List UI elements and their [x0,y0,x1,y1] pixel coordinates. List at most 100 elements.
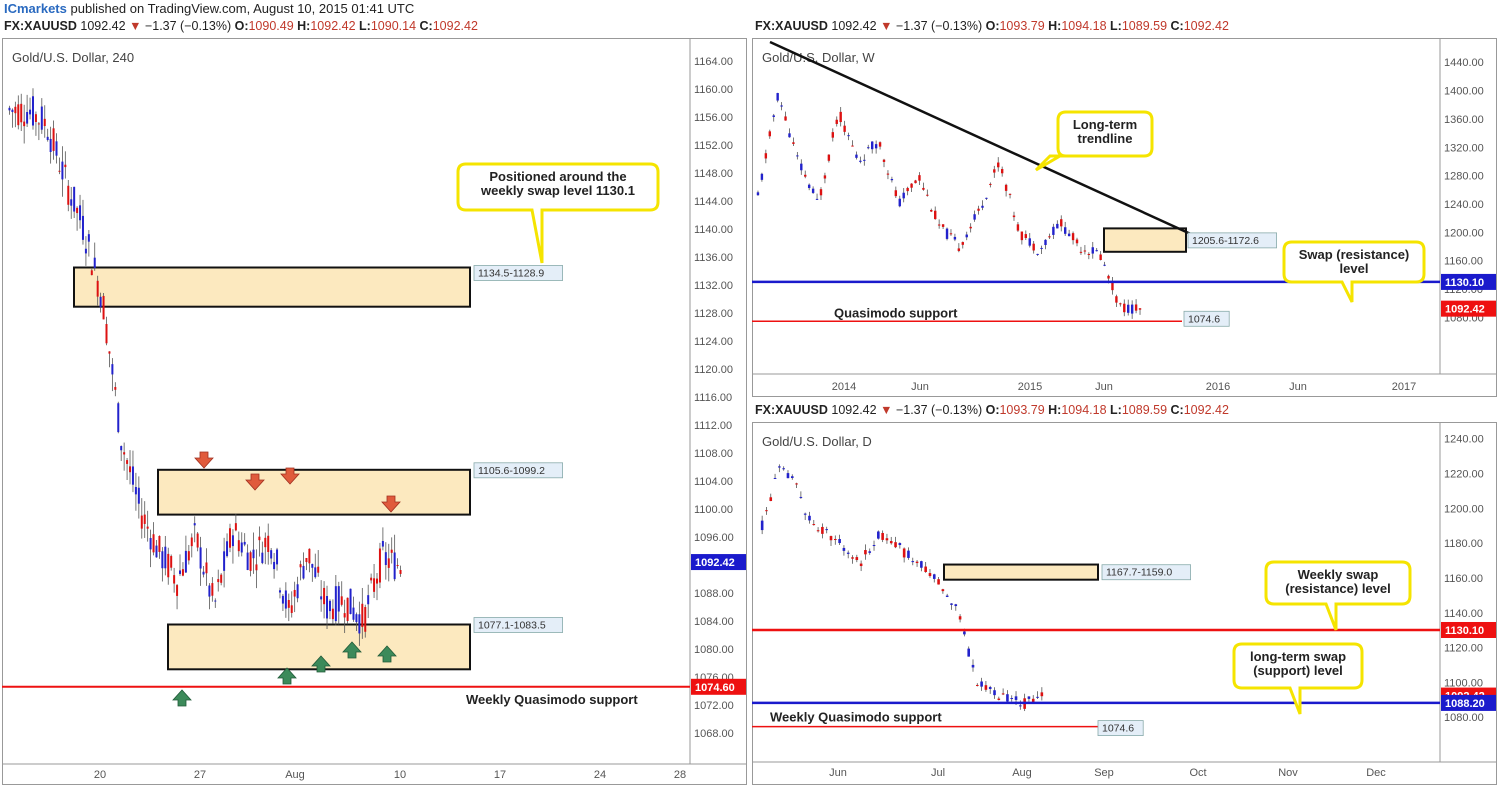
candle-body [760,520,764,531]
candle-body [977,208,980,211]
candle-body [1083,250,1087,252]
zones [1103,227,1187,253]
change: −1.37 (−0.13%) [895,19,983,33]
candle-body [1052,226,1055,235]
candle-body [894,190,898,197]
candle-body [898,198,901,207]
down-arrow [245,473,265,491]
candle-body [819,189,823,196]
candle-body [847,135,850,137]
low-value: 1089.59 [1121,403,1168,417]
x-tick-label: 2016 [1206,381,1230,393]
candle-body [1010,698,1014,700]
y-tick-label: 1180.00 [1444,538,1483,550]
candle-body [231,535,234,547]
price-tag-bg [1441,621,1496,638]
change: −1.37 (−0.13%) [144,19,232,33]
candle-body [851,145,854,147]
candle-body [941,589,945,592]
candle-body [173,575,176,584]
candle-body [93,257,96,269]
zone-tag-text: 1077.1-1083.5 [478,620,546,632]
candle-body [120,446,123,451]
candle-body [1130,304,1134,314]
candle-body [804,174,807,177]
candle-body [821,526,824,534]
candle-body [117,403,120,433]
candle-body [146,526,149,529]
up-arrow [277,667,297,685]
y-tick-label: 1400.00 [1444,86,1484,98]
candle-body [859,160,862,162]
candle-body [1008,193,1012,195]
zone-tag-text: 1167.7-1159.0 [1106,567,1172,579]
high-value: 1094.18 [1061,403,1107,417]
candle-body [170,556,173,568]
candle-body [284,590,287,609]
candle-body [287,599,290,608]
x-tick-label: Jun [911,381,929,393]
candle-body [815,198,819,200]
candle-body [878,142,882,147]
candle-body [199,547,202,569]
chart-frame [752,38,1497,397]
y-tick-label: 1068.00 [694,728,734,740]
candle-body [1115,296,1118,303]
last-price: 1092.42 [80,19,126,33]
price-tag-text: 1092.42 [1445,304,1485,316]
candle-body [870,141,874,150]
candle-body [131,466,134,485]
candle-body [370,577,373,581]
candle-body [934,210,937,220]
brand-link[interactable]: ICmarkets [4,1,67,16]
candle-body [997,162,1000,168]
candle-body [894,542,897,548]
candle-body [1056,223,1059,229]
chart-h4[interactable]: Gold/U.S. Dollar, 240 1164.00 1160.00 1156… [2,38,750,786]
candle-body [37,123,40,125]
close-value: 1092.42 [1183,19,1229,33]
y-tick-label: 1140.00 [1444,608,1483,620]
candle-body [928,573,932,576]
candle-body [296,584,299,599]
candle-body [373,578,376,592]
candle-body [786,473,790,479]
chart-weekly[interactable]: Gold/U.S. Dollar, W 1440.00 1400.00 1360.0… [752,38,1500,400]
candle-body [364,607,367,632]
chart-daily[interactable]: Gold/U.S. Dollar, D 1240.00 1220.00 1200.0… [752,422,1500,786]
zone-tag-bg [1183,310,1230,327]
chart-frame [2,38,747,785]
callout-bubble [1232,642,1364,715]
candle-body [158,536,161,552]
publish-header: ICmarkets published on TradingView.com, … [4,1,414,16]
candle-body [864,550,867,555]
price-tag-bg [691,678,746,695]
trendline [769,40,1218,248]
candle-body [839,111,842,123]
candle-body [984,685,988,690]
y-tick-label: 1240.00 [1444,434,1484,446]
candle-body [381,541,384,547]
y-tick-label: 1320.00 [1444,142,1484,154]
candle-body [973,214,976,220]
y-tick-label: 1156.00 [694,112,733,124]
candle-body [1016,224,1020,231]
candle-body [782,468,785,470]
x-tick-label: Jun [829,767,847,779]
time-axis: 20 27 Aug 10 17 24 28 [94,769,686,781]
candle-body [108,351,111,354]
y-tick-label: 1200.00 [1444,503,1484,515]
candle-body [961,242,964,245]
candle-body [843,125,846,132]
candle-body [1127,304,1130,313]
x-tick-label: 27 [194,769,206,781]
x-tick-label: Sep [1094,767,1114,779]
candle-body [1027,696,1031,699]
candle-body [205,562,208,574]
candle-body [930,209,933,212]
top-bar: ICmarkets published on TradingView.com, … [0,0,1500,38]
candle-body [79,205,82,221]
candle-body [228,528,231,548]
candle-body [187,551,190,561]
supply-demand-zone [943,563,1099,581]
